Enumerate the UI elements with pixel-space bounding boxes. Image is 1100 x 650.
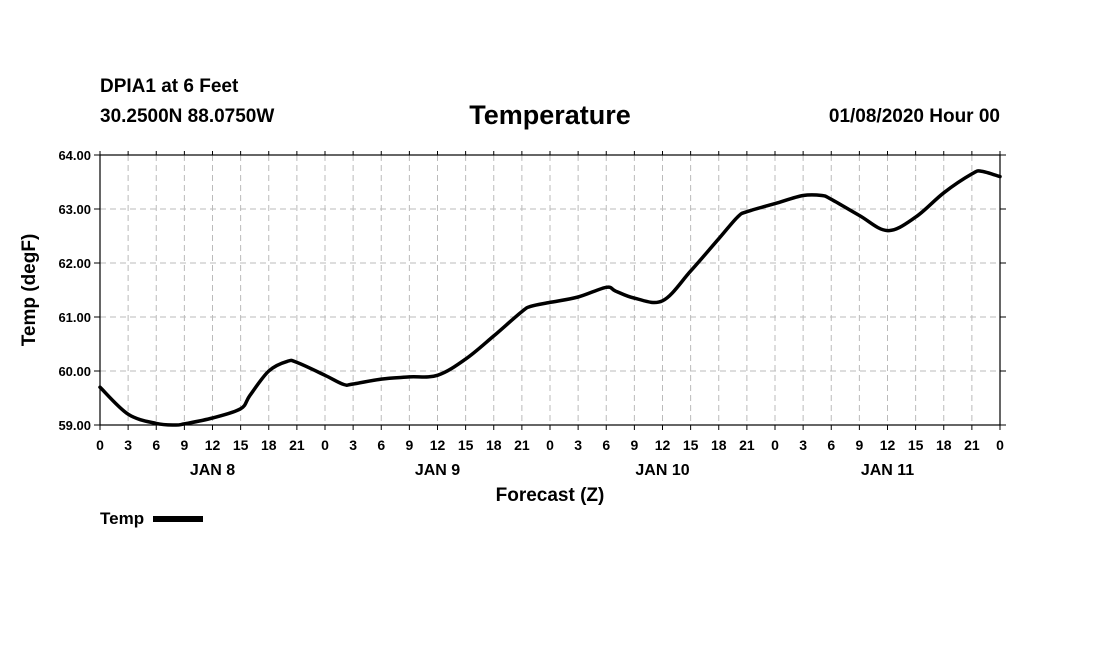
- x-tick-label: 15: [683, 437, 699, 453]
- plot-frame: [99, 154, 1001, 426]
- x-tick-label: 12: [880, 437, 896, 453]
- y-tick-label: 61.00: [58, 310, 91, 325]
- x-tick-label: 15: [458, 437, 474, 453]
- x-axis-title: Forecast (Z): [496, 485, 605, 506]
- y-axis-title: Temp (degF): [19, 234, 40, 347]
- x-tick-label: 0: [321, 437, 329, 453]
- x-tick-label: 15: [233, 437, 249, 453]
- x-tick-label: 12: [205, 437, 221, 453]
- x-tick-label: 9: [855, 437, 863, 453]
- x-tick-label: 6: [152, 437, 160, 453]
- chart-title: Temperature: [469, 100, 631, 130]
- x-tick-label: 0: [546, 437, 554, 453]
- y-tick-label: 63.00: [58, 202, 91, 217]
- x-tick-label: 0: [996, 437, 1004, 453]
- y-tick-label: 60.00: [58, 364, 91, 379]
- x-tick-label: 9: [630, 437, 638, 453]
- x-tick-label: 0: [771, 437, 779, 453]
- x-tick-label: 0: [96, 437, 104, 453]
- x-tick-label: 3: [124, 437, 132, 453]
- y-tick-label: 64.00: [58, 148, 91, 163]
- x-tick-label: 12: [430, 437, 446, 453]
- station-label: DPIA1 at 6 Feet: [100, 76, 239, 97]
- day-label: JAN 9: [415, 462, 460, 479]
- axis-labels: 59.00 60.00 61.00 62.00 63.00 64.00 0 3 6 9 12 15 18…: [19, 148, 1004, 506]
- x-tick-label: 21: [289, 437, 305, 453]
- x-tick-label: 15: [908, 437, 924, 453]
- series-line-temp: [98, 169, 1002, 427]
- y-tick-label: 59.00: [58, 418, 91, 433]
- y-tick-label: 62.00: [58, 256, 91, 271]
- x-tick-label: 9: [405, 437, 413, 453]
- x-tick-label: 3: [799, 437, 807, 453]
- coordinates-label: 30.2500N 88.0750W: [100, 106, 275, 127]
- x-tick-label: 21: [514, 437, 530, 453]
- day-label: JAN 11: [861, 462, 914, 479]
- x-tick-label: 6: [827, 437, 835, 453]
- legend-swatch: [153, 516, 204, 522]
- x-tick-label: 21: [739, 437, 755, 453]
- series-layer: [98, 169, 1002, 427]
- axes: [94, 151, 1006, 430]
- x-tick-label: 18: [486, 437, 502, 453]
- x-tick-label: 6: [602, 437, 610, 453]
- x-tick-label: 21: [964, 437, 980, 453]
- day-label: JAN 8: [190, 462, 235, 479]
- x-tick-label: 3: [574, 437, 582, 453]
- legend-label: Temp: [100, 509, 145, 528]
- day-label: JAN 10: [635, 462, 689, 479]
- x-tick-label: 12: [655, 437, 671, 453]
- x-tick-label: 18: [711, 437, 727, 453]
- x-tick-label: 9: [180, 437, 188, 453]
- run-time-label: 01/08/2020 Hour 00: [828, 106, 1000, 127]
- x-tick-label: 3: [349, 437, 357, 453]
- grid-lines: [100, 155, 1000, 425]
- x-tick-label: 18: [936, 437, 952, 453]
- x-tick-label: 18: [261, 437, 277, 453]
- x-tick-label: 6: [377, 437, 385, 453]
- legend: Temp: [100, 509, 204, 529]
